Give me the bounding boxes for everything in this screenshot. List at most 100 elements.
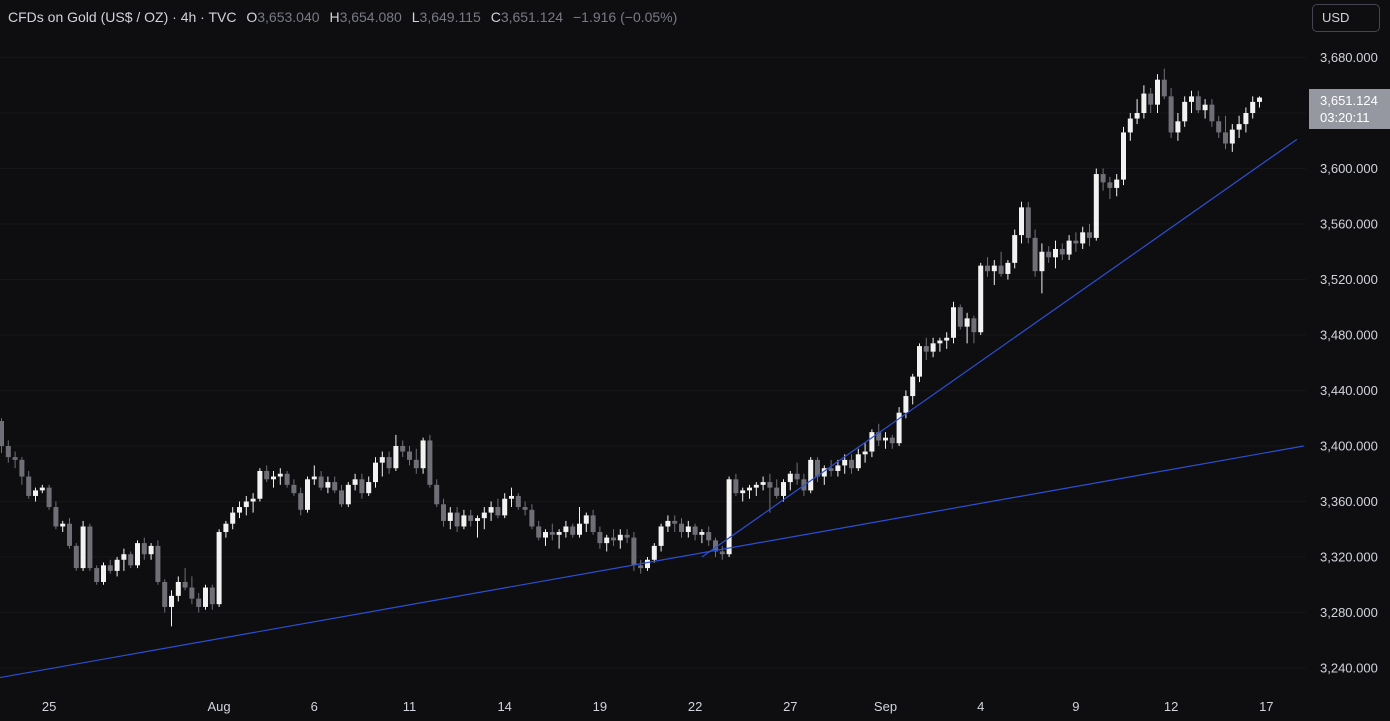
candle-body <box>611 537 616 541</box>
candle-down <box>441 498 446 527</box>
candle-body <box>645 559 650 569</box>
candle-up <box>883 432 888 449</box>
candle-up <box>420 437 426 474</box>
candle-down <box>549 523 555 541</box>
candle-body <box>53 507 59 527</box>
candle-down <box>162 579 168 613</box>
price-tick-label: 3,400.000 <box>1320 439 1378 454</box>
candle-up <box>1121 126 1126 186</box>
candle-body <box>223 523 229 533</box>
candle-up <box>481 507 487 530</box>
candle-body <box>617 534 623 541</box>
candle-body <box>291 484 297 494</box>
candle-body <box>148 545 154 555</box>
candle-up <box>855 448 861 471</box>
candle-body <box>536 526 542 538</box>
candle-body <box>434 484 440 505</box>
candle-down <box>209 584 215 610</box>
candle-up <box>665 515 671 533</box>
candle-down <box>923 337 929 360</box>
candle-body <box>1046 251 1052 258</box>
candle-down <box>1216 115 1222 138</box>
candle-down <box>196 593 202 613</box>
open-label: O <box>246 9 258 25</box>
candle-body <box>1093 174 1099 238</box>
candle-down <box>318 470 324 491</box>
candle-body <box>1161 79 1167 97</box>
candle-body <box>189 587 195 599</box>
candle-up <box>175 576 181 602</box>
candle-body <box>352 479 358 485</box>
last-price: 3,651.124 <box>1320 93 1378 108</box>
candle-down <box>189 576 195 605</box>
candle-body <box>706 532 712 541</box>
candle-down <box>1195 90 1201 113</box>
candle-body <box>509 495 514 499</box>
high-label: H <box>329 9 340 25</box>
candle-up <box>203 584 208 610</box>
low-label: L <box>411 9 420 25</box>
price-tick-label: 3,560.000 <box>1320 217 1378 232</box>
candle-up <box>1229 124 1235 152</box>
candle-down <box>0 418 4 453</box>
candle-down <box>67 518 72 549</box>
candle-body <box>427 440 433 485</box>
candle-body <box>461 515 467 527</box>
candle-body <box>971 318 977 333</box>
candle-body <box>699 532 705 535</box>
candle-body <box>237 507 242 513</box>
candle-down <box>672 515 678 533</box>
candle-down <box>1032 229 1038 277</box>
candle-body <box>121 554 127 560</box>
candle-body <box>1155 79 1160 105</box>
candle-body <box>978 265 984 333</box>
candle-body <box>101 565 106 582</box>
price-tick-label: 3,320.000 <box>1320 550 1378 565</box>
candle-body <box>0 421 4 446</box>
candle-body <box>1100 174 1106 183</box>
candle-up <box>1250 96 1256 119</box>
candle-body <box>481 512 487 519</box>
time-tick-label: Sep <box>874 699 897 714</box>
candle-body <box>1073 240 1079 244</box>
candle-up <box>502 493 508 519</box>
candle-down <box>400 440 406 458</box>
candle-body <box>753 484 759 488</box>
candle-body <box>1168 96 1174 133</box>
price-tick-label: 3,280.000 <box>1320 605 1378 620</box>
candle-down <box>1209 99 1215 127</box>
candle-body <box>1059 248 1065 255</box>
currency-button[interactable]: USD <box>1312 4 1380 32</box>
candle-body <box>638 565 644 569</box>
candle-body <box>787 473 793 483</box>
candle-body <box>379 457 385 463</box>
time-axis[interactable]: 25 Aug 6 11 14 19 22 27 Sep 4 9 12 17 <box>42 699 1274 714</box>
candle-up <box>250 493 256 513</box>
candle-down <box>468 509 474 527</box>
candle-body <box>726 479 732 555</box>
price-tick-label: 3,240.000 <box>1320 661 1378 676</box>
candle-up <box>169 590 174 627</box>
trendlines-layer <box>0 138 1304 679</box>
candle-down <box>536 520 542 541</box>
candle-body <box>1250 101 1256 113</box>
candle-body <box>1032 237 1038 272</box>
candle-up <box>305 476 310 513</box>
candle-up <box>1053 240 1058 269</box>
price-axis[interactable]: 3,680.0003,640.0003,600.0003,560.0003,52… <box>1320 50 1378 676</box>
candle-up <box>726 476 732 557</box>
candle-up <box>237 501 242 519</box>
candle-up <box>325 476 331 494</box>
candle-up <box>39 484 45 494</box>
bar-countdown: 03:20:11 <box>1320 110 1370 125</box>
candle-up <box>257 468 263 502</box>
candle-body <box>597 532 603 544</box>
candle-body <box>577 523 582 535</box>
price-tick-label: 3,480.000 <box>1320 328 1378 343</box>
candle-body <box>855 454 861 469</box>
candle-body <box>1148 93 1154 105</box>
candle-body <box>1039 251 1045 272</box>
candle-body <box>1195 96 1201 111</box>
candle-up <box>271 470 276 488</box>
